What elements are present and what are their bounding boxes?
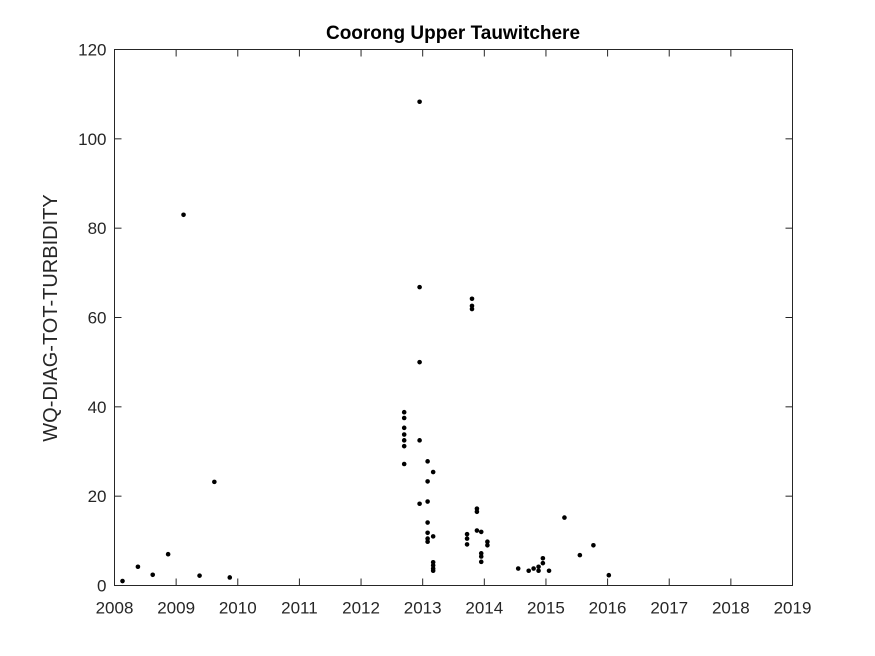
data-point: [546, 568, 552, 574]
x-tick-label: 2008: [96, 599, 134, 618]
data-point: [536, 564, 541, 570]
data-point: [425, 520, 430, 525]
data-point: [485, 543, 490, 548]
data-point: [464, 531, 470, 537]
data-point: [401, 461, 407, 467]
y-tick-label: 20: [88, 487, 107, 506]
y-tick-label: 80: [88, 219, 107, 238]
data-point: [430, 568, 436, 574]
data-point: [401, 438, 407, 443]
data-point: [425, 459, 430, 464]
data-point: [430, 534, 436, 539]
y-tick-label: 0: [97, 577, 106, 596]
data-point: [417, 284, 422, 290]
data-point: [469, 296, 475, 302]
data-point: [197, 573, 202, 578]
data-point: [464, 536, 470, 541]
x-tick-label: 2012: [342, 599, 380, 618]
data-point: [464, 542, 470, 547]
data-point: [150, 572, 156, 578]
data-point: [430, 469, 436, 475]
data-point: [478, 529, 484, 535]
data-point: [540, 555, 546, 561]
data-point: [425, 499, 430, 504]
data-point: [165, 551, 171, 557]
data-point: [531, 566, 536, 571]
data-point: [474, 528, 480, 533]
data-point: [425, 479, 430, 484]
data-point: [401, 409, 407, 415]
data-point: [478, 554, 484, 559]
data-point: [515, 566, 521, 571]
chart-title: Coorong Upper Tauwitchere: [326, 23, 580, 44]
data-point: [606, 572, 612, 578]
data-point: [401, 432, 407, 437]
data-point: [577, 552, 583, 558]
x-tick-label: 2018: [712, 599, 750, 618]
data-point: [425, 539, 430, 545]
y-axis: 0 20 40 60 80 100 120: [78, 41, 793, 596]
data-point: [227, 575, 233, 580]
data-point: [212, 479, 217, 485]
x-tick-label: 2013: [404, 599, 442, 618]
data-point: [562, 515, 567, 520]
data-point: [417, 359, 422, 365]
x-tick-label: 2017: [650, 599, 688, 618]
x-tick-label: 2011: [281, 599, 318, 618]
data-point: [401, 415, 407, 421]
data-point: [401, 443, 407, 449]
data-point: [485, 539, 490, 545]
data-point: [536, 568, 541, 574]
y-tick-label: 60: [88, 309, 107, 328]
data-point: [526, 568, 531, 574]
data-point: [425, 530, 430, 536]
data-points: [120, 99, 612, 584]
x-axis: 2008 2009 2010 2011 2012 2013 2014 2015 2016 2017…: [96, 49, 812, 618]
data-point: [540, 560, 546, 566]
data-point: [120, 578, 125, 584]
data-point: [469, 306, 475, 312]
data-point: [181, 212, 186, 218]
x-tick-label: 2019: [774, 599, 812, 618]
data-point: [417, 501, 422, 507]
y-tick-label: 100: [78, 130, 106, 149]
data-point: [401, 425, 407, 431]
data-point: [417, 99, 422, 105]
data-point: [591, 543, 596, 548]
data-point: [474, 509, 480, 515]
y-axis-label: WQ-DIAG-TOT-TURBIDITY: [40, 194, 62, 441]
data-point: [417, 438, 422, 443]
data-point: [478, 559, 484, 565]
y-tick-label: 120: [78, 41, 106, 60]
x-tick-label: 2014: [465, 599, 503, 618]
x-tick-label: 2016: [589, 599, 627, 618]
data-point: [135, 564, 141, 570]
y-tick-label: 40: [88, 398, 107, 417]
x-tick-label: 2010: [219, 599, 257, 618]
x-tick-label: 2009: [157, 599, 195, 618]
x-tick-label: 2015: [527, 599, 565, 618]
